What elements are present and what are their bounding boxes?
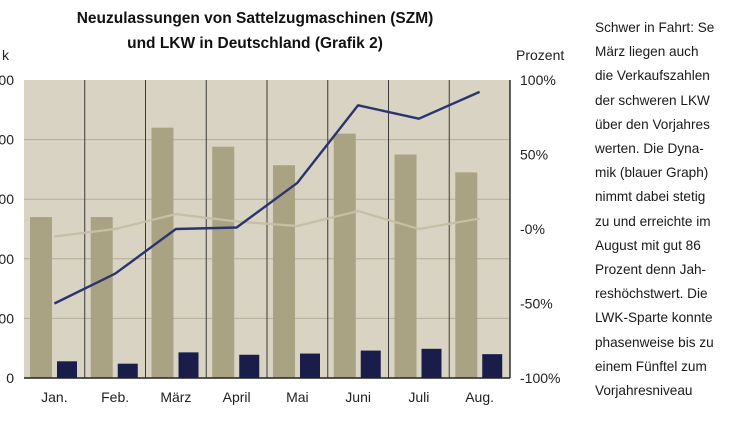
side-text-line: LWK-Sparte konnte	[595, 310, 713, 326]
bar-lkw	[239, 354, 260, 378]
x-tick-label: Aug.	[465, 389, 494, 405]
left-tick-label: 00	[0, 72, 14, 88]
bar-szm	[333, 133, 356, 378]
bar-szm	[273, 165, 295, 378]
right-tick-label: -100%	[520, 370, 560, 386]
right-tick-label: 50%	[520, 147, 548, 163]
right-tick-label: 100%	[520, 72, 556, 88]
bar-lkw	[178, 352, 199, 378]
side-text-line: der schweren LKW	[595, 92, 710, 108]
bar-szm	[212, 146, 235, 378]
chart-title-line-1: Neuzulassungen von Sattelzugmaschinen (S…	[76, 10, 434, 27]
bar-szm	[30, 217, 52, 378]
x-tick-label: Mai	[286, 389, 309, 405]
bar-szm	[455, 172, 478, 378]
x-tick-label: Juli	[408, 389, 429, 405]
line-series-light	[54, 210, 480, 238]
side-text-line: die Verkaufszahlen	[595, 68, 710, 84]
bar-lkw	[421, 348, 442, 378]
line-series-blue	[53, 90, 481, 305]
x-tick-label: März	[160, 389, 191, 405]
left-tick-label: 00	[0, 251, 14, 267]
side-text-line: über den Vorjahres	[595, 116, 710, 132]
chart: Jan. Feb. März April Mai Juni Juli Aug.00000000…	[0, 72, 560, 405]
side-text-line: werten. Die Dyna-	[595, 141, 704, 157]
right-tick-label: -0%	[520, 221, 545, 237]
bar-lkw	[300, 353, 320, 378]
bar-lkw	[360, 350, 381, 378]
bar-szm	[90, 217, 113, 378]
side-text-line: mik (blauer Graph)	[595, 165, 709, 181]
side-text-line: nimmt dabei stetig	[595, 189, 706, 205]
x-tick-label: Jan.	[41, 389, 67, 405]
side-text-line: zu und erreichte im	[595, 213, 711, 229]
bar-lkw	[117, 363, 138, 378]
bar-szm	[151, 127, 174, 379]
side-text-line: Vorjahresniveau	[595, 383, 693, 399]
bar-szm	[394, 154, 417, 378]
left-tick-label: 00	[0, 310, 14, 326]
side-text-line: phasenweise bis zu	[595, 334, 714, 350]
side-text-line: Prozent denn Jah-	[595, 262, 707, 278]
x-tick-label: Juni	[345, 389, 371, 405]
bar-lkw	[57, 361, 77, 378]
left-tick-label: 0	[6, 370, 14, 386]
x-tick-label: Feb.	[101, 389, 129, 405]
side-text: Schwer in Fahrt: Se März liegen auch die V…	[595, 16, 750, 403]
side-text-line: Schwer in Fahrt: Se	[595, 20, 715, 35]
left-tick-label: 00	[0, 132, 14, 148]
chart-title-line-2: und LKW in Deutschland (Grafik 2)	[127, 35, 383, 52]
left-tick-label: 00	[0, 191, 14, 207]
side-text-line: März liegen auch	[595, 44, 699, 60]
side-text-line: reshöchstwert. Die	[595, 286, 708, 302]
right-axis-unit: Prozent	[516, 47, 565, 63]
x-tick-label: April	[223, 389, 251, 405]
side-text-line: einem Fünftel zum	[595, 358, 707, 374]
chart-title: Neuzulassungen von Sattelzugmaschinen (S…	[0, 6, 510, 56]
bar-lkw	[482, 354, 503, 378]
right-tick-label: -50%	[520, 296, 553, 312]
side-text-line: August mit gut 86	[595, 237, 701, 253]
left-axis-unit: k	[2, 47, 9, 63]
